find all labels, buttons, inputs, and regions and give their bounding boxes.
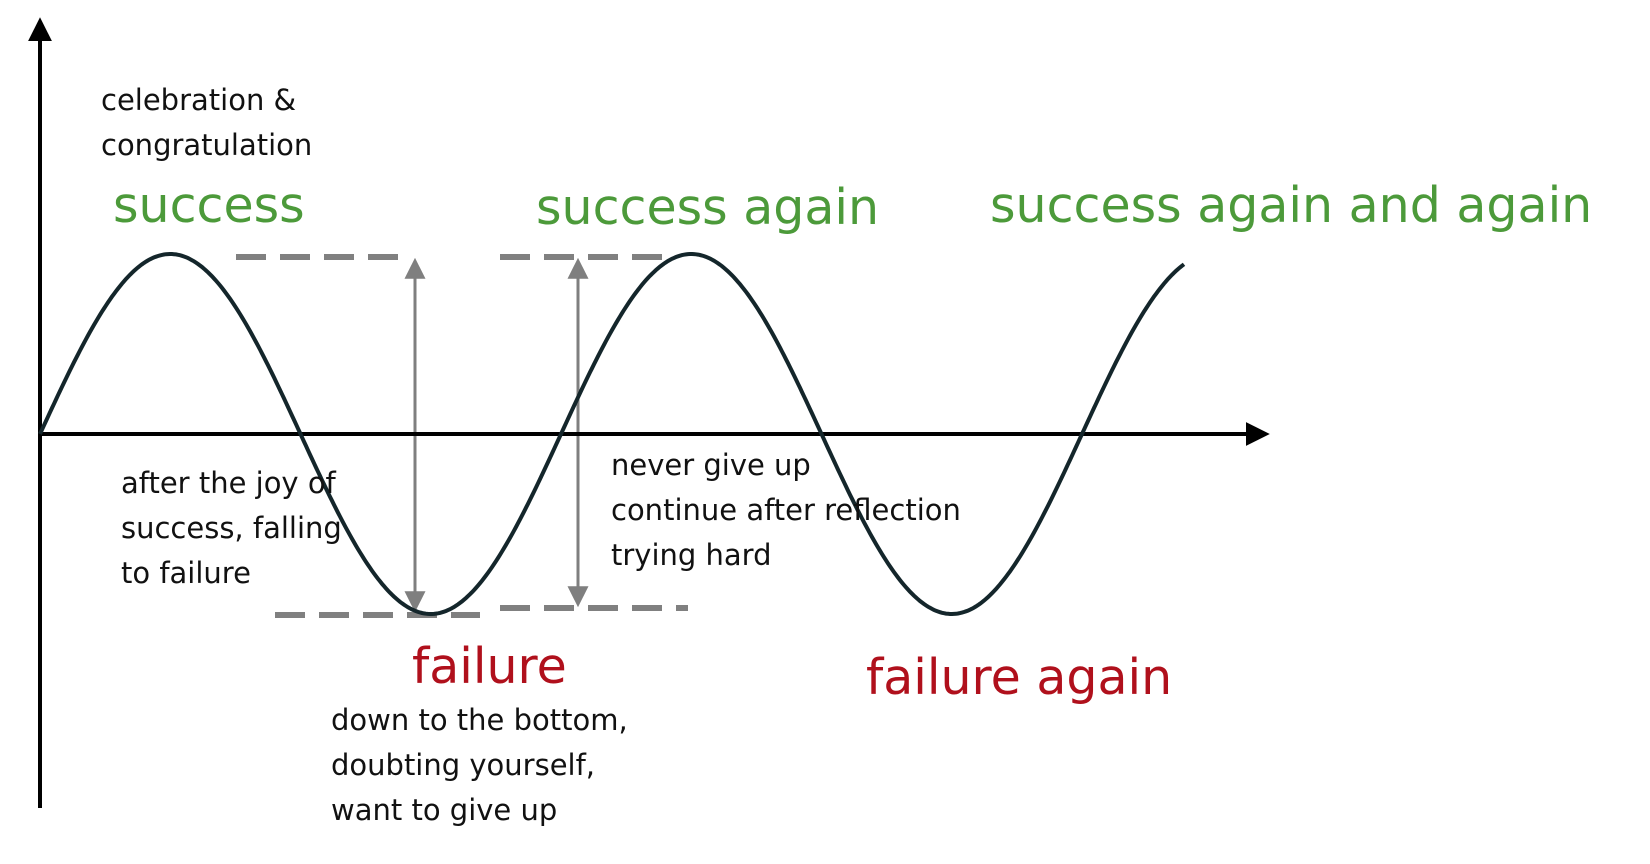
failure-again-label: failure again (866, 649, 1172, 706)
celebration-label: celebration & congratulation (101, 83, 312, 162)
wave-curve (38, 252, 1186, 616)
failure-description: down to the bottom, doubting yourself, w… (331, 703, 637, 827)
success-label: success (113, 177, 305, 234)
never-give-up-note: never give up continue after reflection … (611, 448, 970, 572)
failure-label: failure (412, 638, 567, 695)
success-again-label: success again (536, 179, 879, 236)
after-joy-note: after the joy of success, falling to fai… (121, 466, 351, 590)
success-again-and-again-label: success again and again (990, 177, 1592, 234)
